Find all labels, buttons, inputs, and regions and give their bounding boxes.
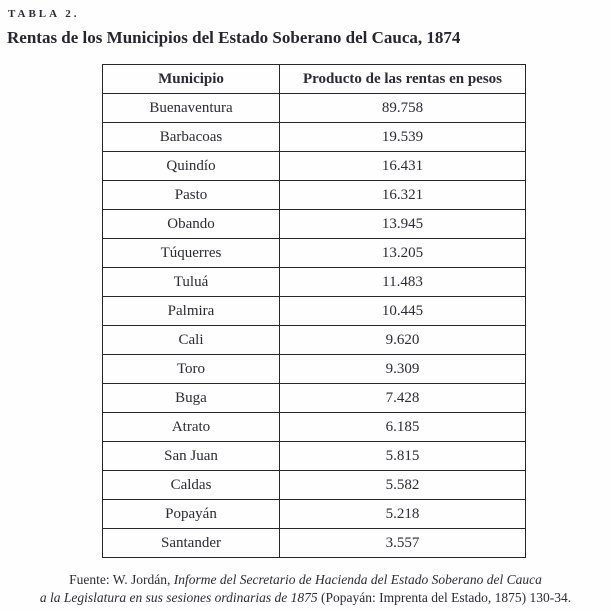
table-row: Barbacoas 19.539 (102, 122, 526, 152)
valor-cell: 11.483 (279, 267, 526, 297)
source-note: Fuente: W. Jordán, Informe del Secretari… (8, 571, 603, 606)
table-row: Caldas 5.582 (102, 470, 526, 500)
table-row: Palmira 10.445 (102, 296, 526, 326)
table-row: Toro 9.309 (102, 354, 526, 384)
table-row: Atrato 6.185 (102, 412, 526, 442)
municipio-cell: Palmira (102, 296, 280, 326)
source-imprint: (Popayán: Imprenta del Estado, 1875) 130… (317, 589, 572, 605)
table-row: Cali 9.620 (102, 325, 526, 355)
municipio-cell: Popayán (102, 499, 280, 529)
municipio-cell: Atrato (102, 412, 280, 442)
municipio-cell: Obando (102, 209, 280, 239)
municipio-cell: Buenaventura (102, 93, 280, 123)
valor-cell: 5.815 (279, 441, 526, 471)
column-header-producto: Producto de las rentas en pesos (279, 64, 526, 94)
table-row: Pasto 16.321 (102, 180, 526, 210)
valor-cell: 89.758 (279, 93, 526, 123)
table-row: Obando 13.945 (102, 209, 526, 239)
valor-cell: 3.557 (279, 528, 526, 558)
revenue-table: Municipio Producto de las rentas en peso… (102, 64, 526, 558)
valor-cell: 16.321 (279, 180, 526, 210)
table-header-row: Municipio Producto de las rentas en peso… (102, 64, 526, 94)
valor-cell: 9.620 (279, 325, 526, 355)
table-number-label: TABLA 2. (8, 8, 80, 20)
table-row: Santander 3.557 (102, 528, 526, 558)
valor-cell: 5.218 (279, 499, 526, 529)
table-row: Buenaventura 89.758 (102, 93, 526, 123)
municipio-cell: Quindío (102, 151, 280, 181)
valor-cell: 10.445 (279, 296, 526, 326)
source-work-title-line2: a la Legislatura en sus sesiones ordinar… (39, 589, 318, 605)
municipio-cell: San Juan (102, 441, 280, 471)
source-work-title-line1: Informe del Secretario de Hacienda del E… (173, 572, 542, 587)
municipio-cell: Pasto (102, 180, 280, 210)
table-row: Túquerres 13.205 (102, 238, 526, 268)
valor-cell: 6.185 (279, 412, 526, 442)
municipio-cell: Túquerres (102, 238, 280, 268)
municipio-cell: Caldas (102, 470, 280, 500)
valor-cell: 7.428 (279, 383, 526, 413)
table-row: Quindío 16.431 (102, 151, 526, 181)
municipio-cell: Toro (102, 354, 280, 384)
valor-cell: 13.945 (279, 209, 526, 239)
column-header-municipio: Municipio (102, 64, 280, 94)
table-row: San Juan 5.815 (102, 441, 526, 471)
table-title: Rentas de los Municipios del Estado Sobe… (7, 28, 461, 47)
valor-cell: 5.582 (279, 470, 526, 500)
valor-cell: 13.205 (279, 238, 526, 268)
table-row: Popayán 5.218 (102, 499, 526, 529)
municipio-cell: Tuluá (102, 267, 280, 297)
valor-cell: 9.309 (279, 354, 526, 384)
municipio-cell: Barbacoas (102, 122, 280, 152)
municipio-cell: Cali (102, 325, 280, 355)
table-row: Tuluá 11.483 (102, 267, 526, 297)
municipio-cell: Buga (102, 383, 280, 413)
table-row: Buga 7.428 (102, 383, 526, 413)
municipio-cell: Santander (102, 528, 280, 558)
source-prefix: Fuente: W. Jordán, (69, 572, 174, 587)
valor-cell: 19.539 (279, 122, 526, 152)
valor-cell: 16.431 (279, 151, 526, 181)
